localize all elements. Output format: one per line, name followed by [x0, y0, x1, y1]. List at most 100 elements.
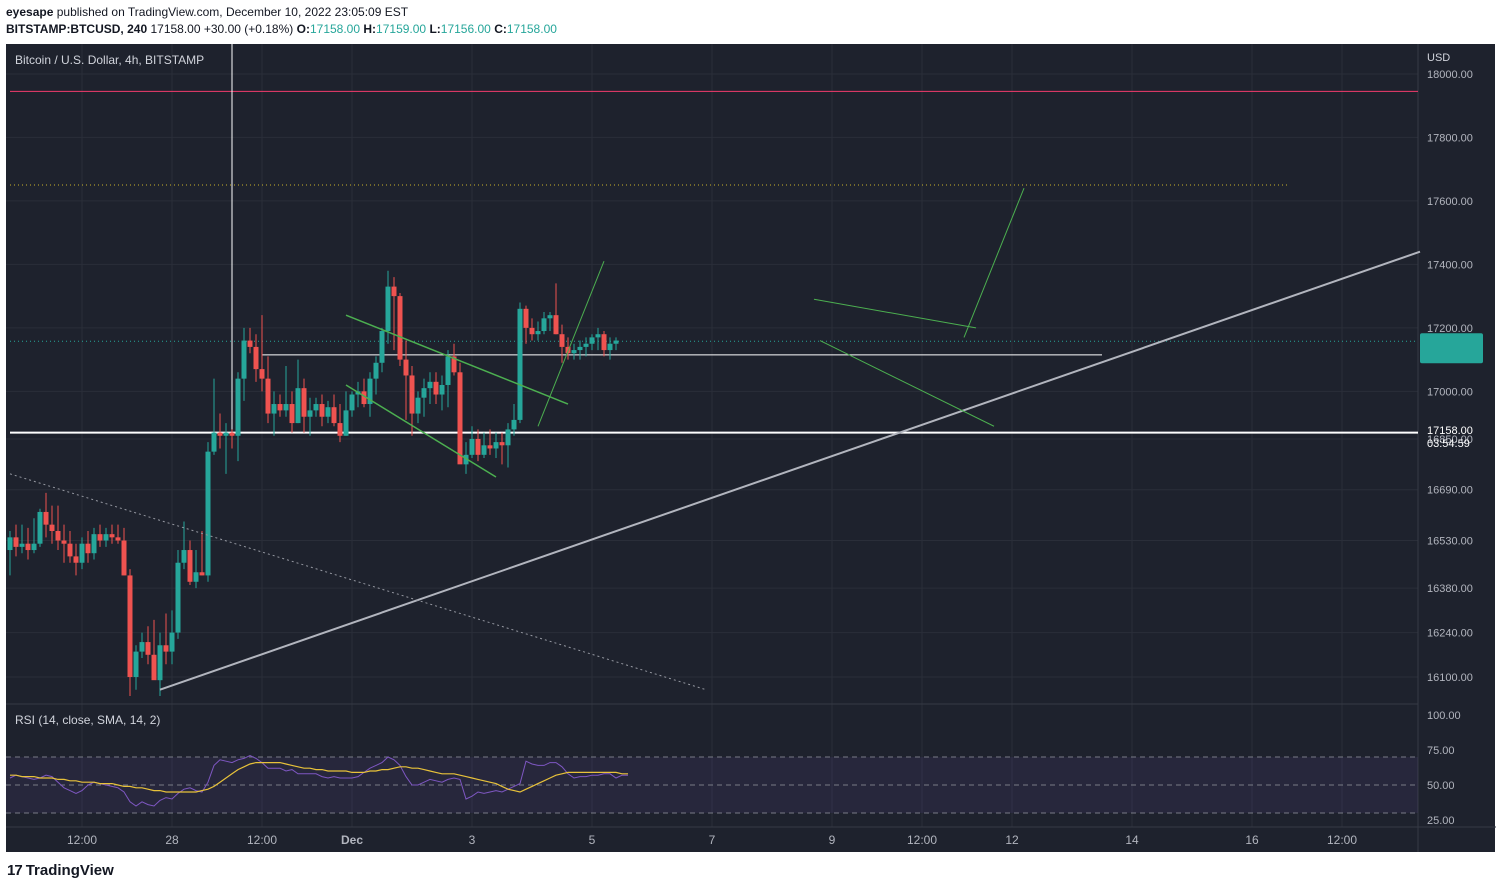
candle-down[interactable] — [553, 283, 559, 335]
trend-line[interactable] — [345, 314, 569, 405]
candle-up[interactable] — [583, 337, 589, 357]
candle-up[interactable] — [505, 423, 511, 468]
candle-down[interactable] — [475, 429, 481, 462]
candle-down[interactable] — [409, 365, 415, 436]
candle-down[interactable] — [187, 540, 193, 585]
candle-up[interactable] — [205, 442, 211, 582]
candle-up[interactable] — [439, 375, 445, 411]
candle-down[interactable] — [67, 530, 73, 563]
candle-up[interactable] — [493, 432, 499, 458]
candle-down[interactable] — [397, 292, 403, 366]
candle-down[interactable] — [265, 356, 271, 424]
trading-chart[interactable]: 16100.0016240.0016380.0016530.0016690.00… — [0, 0, 1496, 852]
candle-up[interactable] — [7, 530, 13, 576]
candle-down[interactable] — [13, 524, 19, 557]
candle-up[interactable] — [577, 340, 583, 360]
trend-line[interactable] — [537, 261, 605, 427]
candle-up[interactable] — [295, 359, 301, 424]
candle-down[interactable] — [433, 372, 439, 405]
candle-up[interactable] — [31, 518, 37, 554]
candle-up[interactable] — [511, 404, 517, 436]
candle-up[interactable] — [595, 327, 601, 351]
candle-up[interactable] — [547, 311, 553, 332]
candle-down[interactable] — [115, 524, 121, 544]
candle-down[interactable] — [247, 327, 253, 354]
candle-up[interactable] — [175, 550, 181, 639]
candle-up[interactable] — [325, 400, 331, 424]
candle-up[interactable] — [421, 378, 427, 417]
candle-down[interactable] — [259, 315, 265, 392]
candle-down[interactable] — [25, 527, 31, 560]
candle-down[interactable] — [49, 505, 55, 544]
candle-up[interactable] — [589, 334, 595, 351]
candle-down[interactable] — [253, 334, 259, 382]
candle-up[interactable] — [235, 372, 241, 462]
candle-up[interactable] — [79, 537, 85, 570]
candle-down[interactable] — [451, 343, 457, 376]
candle-down[interactable] — [61, 524, 67, 563]
candle-down[interactable] — [361, 378, 367, 408]
candle-up[interactable] — [139, 632, 145, 658]
candle-down[interactable] — [163, 613, 169, 665]
candle-up[interactable] — [181, 521, 187, 570]
candle-down[interactable] — [523, 305, 529, 344]
candle-up[interactable] — [481, 432, 487, 458]
candle-up[interactable] — [343, 391, 349, 436]
candle-down[interactable] — [337, 404, 343, 443]
rsi-line[interactable] — [9, 755, 628, 807]
candle-up[interactable] — [313, 397, 319, 417]
candle-down[interactable] — [55, 505, 61, 551]
candle-up[interactable] — [349, 391, 355, 417]
candlestick-series[interactable] — [7, 270, 619, 697]
candle-up[interactable] — [37, 508, 43, 547]
candle-up[interactable] — [415, 391, 421, 424]
candle-down[interactable] — [487, 429, 493, 455]
trend-line[interactable] — [963, 188, 1025, 338]
candle-down[interactable] — [319, 394, 325, 427]
candle-down[interactable] — [217, 413, 223, 449]
rsi-pane[interactable] — [6, 755, 1418, 814]
candle-up[interactable] — [535, 321, 541, 341]
candle-up[interactable] — [241, 327, 247, 401]
trend-line[interactable] — [159, 250, 1421, 691]
candle-up[interactable] — [427, 372, 433, 405]
candle-down[interactable] — [97, 524, 103, 547]
candle-up[interactable] — [445, 350, 451, 408]
candle-up[interactable] — [19, 524, 25, 554]
tradingview-logo[interactable]: 17 TradingView — [7, 862, 114, 879]
candle-up[interactable] — [169, 610, 175, 665]
candle-up[interactable] — [541, 311, 547, 335]
candle-up[interactable] — [211, 378, 217, 455]
candle-down[interactable] — [499, 432, 505, 465]
candle-up[interactable] — [283, 365, 289, 417]
candle-down[interactable] — [127, 569, 133, 697]
candle-up[interactable] — [517, 302, 523, 424]
candle-down[interactable] — [109, 524, 115, 544]
candle-down[interactable] — [85, 530, 91, 563]
candle-up[interactable] — [223, 423, 229, 474]
candle-up[interactable] — [271, 391, 277, 436]
candle-up[interactable] — [607, 337, 613, 360]
candle-down[interactable] — [559, 324, 565, 363]
candle-down[interactable] — [151, 619, 157, 681]
candle-up[interactable] — [379, 327, 385, 373]
candle-down[interactable] — [277, 394, 283, 417]
candle-up[interactable] — [133, 645, 139, 690]
candle-up[interactable] — [373, 356, 379, 395]
candle-down[interactable] — [331, 394, 337, 427]
rsi-ma-line[interactable] — [10, 761, 628, 793]
horizontal-levels[interactable] — [10, 0, 1418, 434]
candle-up[interactable] — [469, 426, 475, 458]
trend-line[interactable] — [345, 384, 497, 478]
candle-down[interactable] — [301, 378, 307, 433]
candle-up[interactable] — [91, 527, 97, 560]
candle-up[interactable] — [307, 397, 313, 436]
candle-down[interactable] — [529, 318, 535, 341]
candle-down[interactable] — [457, 362, 463, 465]
candle-up[interactable] — [613, 337, 619, 351]
candle-down[interactable] — [145, 626, 151, 665]
candle-down[interactable] — [289, 391, 295, 433]
time-axis[interactable]: 12:00 28 12:00 Dec 3 5 7 9 12:00 12 14 16 12:00 — [67, 833, 1357, 847]
candle-down[interactable] — [121, 527, 127, 576]
candle-down[interactable] — [43, 492, 49, 538]
